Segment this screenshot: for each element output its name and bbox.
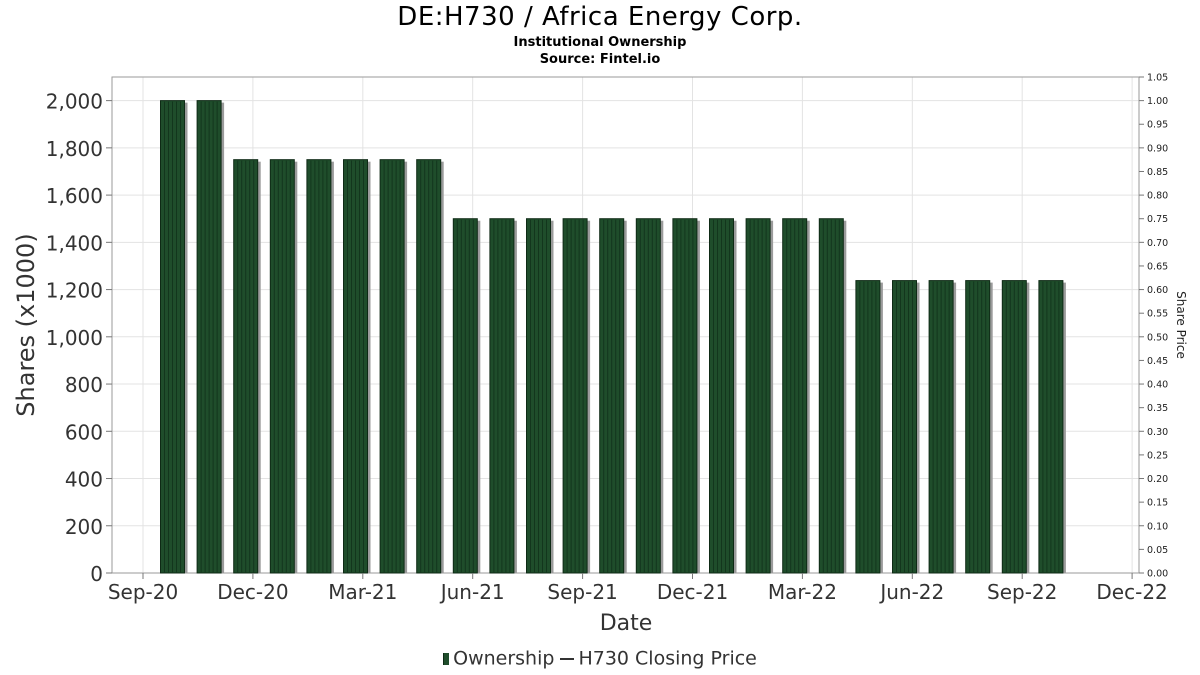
- x-tick-label: Sep-21: [547, 580, 617, 604]
- legend-swatch-price: [560, 657, 575, 660]
- y-tick-label: 1,600: [46, 184, 103, 208]
- bar: [526, 218, 554, 574]
- bar: [855, 280, 883, 574]
- bar: [1001, 280, 1030, 574]
- ownership-chart: 0 200 400 600 800 1,000 1,200 1,400 1,600 1,800 2,…: [12, 73, 1188, 637]
- y2-tick-label: 0.20: [1147, 474, 1168, 485]
- y2-tick-label: 0.60: [1147, 285, 1168, 296]
- y-axis-label: Shares (x1000): [12, 233, 40, 416]
- y2-tick-label: 0.55: [1147, 309, 1168, 320]
- bar: [892, 280, 920, 574]
- y2-tick-label: 0.65: [1147, 261, 1168, 272]
- y2-tick-label: 0.40: [1147, 380, 1168, 391]
- y2-tick-label: 1.05: [1147, 73, 1168, 84]
- bar: [196, 100, 225, 574]
- y2-tick-label: 1.00: [1147, 96, 1168, 107]
- legend-label-ownership: Ownership: [453, 647, 555, 670]
- x-axis-label: Date: [600, 611, 653, 636]
- x-axis-ticks: Sep-20 Dec-20 Mar-21 Jun-21 Sep-21 Dec-21 Mar-…: [108, 573, 1168, 604]
- chart-source: Source: Fintel.io: [539, 52, 661, 67]
- y-tick-label: 400: [65, 468, 103, 492]
- y2-tick-label: 0.35: [1147, 403, 1168, 414]
- y-tick-label: 2,000: [46, 90, 103, 114]
- bar: [818, 218, 847, 574]
- x-tick-label: Sep-20: [108, 580, 178, 604]
- y2-tick-label: 0.45: [1147, 356, 1168, 367]
- y2-axis-ticks: 0.00 0.05 0.10 0.15 0.20 0.25 0.30 0.35 0.40 0.45…: [1139, 73, 1168, 580]
- bar: [672, 218, 700, 574]
- x-tick-label: Jun-21: [439, 580, 505, 604]
- x-tick-label: Dec-20: [217, 580, 288, 604]
- y2-tick-label: 0.30: [1147, 427, 1168, 438]
- y2-tick-label: 0.95: [1147, 120, 1168, 131]
- y2-tick-label: 0.80: [1147, 191, 1168, 202]
- x-tick-label: Mar-22: [768, 580, 837, 604]
- x-tick-label: Mar-21: [328, 580, 397, 604]
- x-tick-label: Dec-22: [1096, 580, 1167, 604]
- bar: [709, 218, 737, 574]
- legend-label-price: H730 Closing Price: [578, 647, 757, 670]
- y-tick-label: 200: [65, 515, 103, 539]
- bar: [1038, 280, 1066, 574]
- bar: [562, 218, 591, 574]
- x-tick-label: Jun-22: [878, 580, 944, 604]
- bar: [635, 218, 664, 574]
- bars: [160, 100, 1066, 574]
- bar: [745, 218, 774, 574]
- y-tick-label: 0: [90, 562, 103, 586]
- bar: [269, 159, 298, 574]
- y2-tick-label: 0.05: [1147, 545, 1168, 556]
- bar: [233, 159, 261, 574]
- bar: [489, 218, 517, 574]
- bar: [379, 159, 408, 574]
- legend: Ownership H730 Closing Price: [0, 647, 1200, 670]
- y-tick-label: 600: [65, 420, 103, 444]
- y-tick-label: 800: [65, 373, 103, 397]
- bar: [343, 159, 371, 574]
- y2-tick-label: 0.75: [1147, 214, 1168, 225]
- x-tick-label: Dec-21: [657, 580, 728, 604]
- legend-swatch-ownership: [443, 652, 450, 665]
- bar: [599, 218, 627, 574]
- y2-tick-label: 0.50: [1147, 332, 1168, 343]
- y-tick-label: 1,800: [46, 137, 103, 161]
- bar: [928, 280, 957, 574]
- y2-tick-label: 0.15: [1147, 498, 1168, 509]
- bar: [160, 100, 188, 574]
- y2-tick-label: 0.90: [1147, 143, 1168, 154]
- y-tick-label: 1,000: [46, 326, 103, 350]
- y2-tick-label: 0.25: [1147, 450, 1168, 461]
- bar: [416, 159, 444, 574]
- x-tick-label: Sep-22: [987, 580, 1057, 604]
- bar: [306, 159, 334, 574]
- bar: [965, 280, 993, 574]
- y-tick-label: 1,400: [46, 231, 103, 255]
- bar: [452, 218, 481, 574]
- y-axis-ticks: 0 200 400 600 800 1,000 1,200 1,400 1,600 1,800 2,…: [46, 90, 112, 586]
- chart-title: DE:H730 / Africa Energy Corp.: [397, 2, 803, 32]
- bar: [782, 218, 810, 574]
- y2-axis-label: Share Price: [1174, 291, 1188, 359]
- y2-tick-label: 0.00: [1147, 569, 1168, 580]
- y-tick-label: 1,200: [46, 279, 103, 303]
- y2-tick-label: 0.85: [1147, 167, 1168, 178]
- y2-tick-label: 0.10: [1147, 521, 1168, 532]
- chart-subtitle: Institutional Ownership: [513, 35, 687, 50]
- y2-tick-label: 0.70: [1147, 238, 1168, 249]
